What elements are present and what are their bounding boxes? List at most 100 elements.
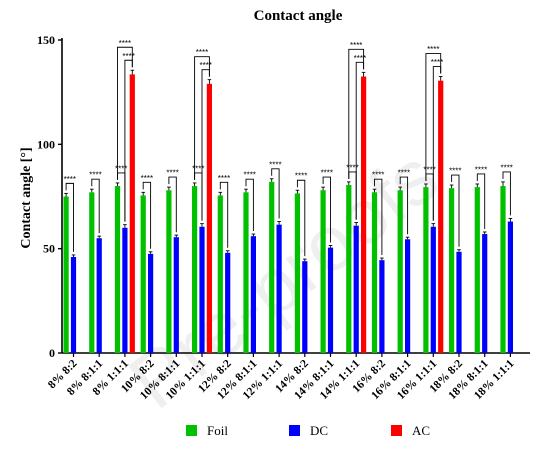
legend-swatch — [391, 425, 402, 436]
bar-dc — [379, 260, 385, 353]
significance-label: **** — [218, 174, 230, 183]
bar-foil — [63, 196, 69, 353]
legend-swatch — [289, 425, 300, 436]
bar-dc — [405, 239, 411, 353]
bar-dc — [225, 252, 231, 353]
significance-bracket — [374, 178, 383, 256]
legend-swatch — [186, 425, 197, 436]
bar-foil — [243, 192, 249, 353]
bar-foil — [500, 186, 506, 353]
chart-title: Contact angle — [254, 8, 343, 24]
bar-dc — [507, 221, 513, 353]
bar-dc — [96, 238, 102, 353]
significance-label: **** — [398, 169, 410, 178]
bar-ac — [129, 74, 135, 354]
bar-foil — [346, 185, 352, 353]
significance-bracket — [399, 176, 409, 235]
bar-foil — [423, 187, 429, 353]
legend-item-dc: DC — [289, 423, 328, 438]
significance-label: **** — [166, 169, 178, 178]
significance-bracket — [425, 53, 442, 181]
bar-foil — [449, 188, 455, 353]
significance-label: **** — [243, 171, 255, 180]
significance-bracket — [348, 48, 365, 179]
y-tick-label: 0 — [49, 346, 55, 360]
significance-label: **** — [475, 165, 487, 174]
significance-label: **** — [431, 58, 443, 67]
bar-dc — [148, 253, 154, 353]
significance-bracket — [194, 56, 210, 180]
significance-bracket — [451, 174, 460, 247]
significance-label: **** — [199, 61, 211, 70]
bar-dc — [70, 257, 77, 353]
bar-foil — [166, 190, 172, 353]
legend-item-ac: AC — [391, 423, 430, 438]
bar-dc — [327, 247, 334, 353]
legend: Foil DC AC — [186, 423, 430, 438]
y-tick-label: 50 — [43, 242, 55, 256]
significance-label: **** — [354, 54, 366, 63]
bar-foil — [192, 186, 198, 353]
y-tick-label: 100 — [37, 137, 55, 151]
bar-dc — [250, 236, 256, 353]
significance-label: **** — [350, 41, 362, 50]
bar-dc — [482, 234, 488, 353]
significance-label: **** — [346, 163, 358, 172]
bar-dc — [173, 237, 179, 353]
significance-label: **** — [449, 167, 461, 176]
significance-bracket — [245, 178, 254, 232]
bar-foil — [474, 187, 480, 353]
legend-label: DC — [310, 423, 328, 438]
legend-label: AC — [412, 423, 430, 438]
significance-label: **** — [192, 164, 204, 173]
y-axis-label: Contact angle [°] — [19, 147, 34, 248]
bar-foil — [371, 192, 378, 353]
bar-dc — [353, 225, 359, 353]
significance-label: **** — [269, 160, 281, 169]
bar-foil — [217, 195, 223, 353]
bar-dc — [430, 226, 436, 353]
bar-foil — [320, 190, 326, 353]
significance-label: **** — [500, 163, 512, 172]
bar-foil — [140, 195, 146, 353]
significance-label: **** — [196, 48, 208, 57]
significance-bracket — [476, 173, 486, 229]
significance-bracket — [219, 181, 229, 248]
bar-dc — [199, 226, 205, 353]
significance-bracket — [117, 46, 133, 180]
y-tick-label: 150 — [37, 33, 55, 47]
bar-dc — [276, 224, 282, 353]
significance-label: **** — [423, 165, 435, 174]
significance-bracket — [296, 179, 306, 257]
significance-label: **** — [141, 174, 153, 183]
significance-bracket — [65, 182, 74, 252]
bar-dc — [456, 251, 462, 353]
significance-label: **** — [372, 171, 384, 180]
significance-label: **** — [89, 171, 101, 180]
bar-foil — [269, 181, 275, 353]
significance-label: **** — [427, 45, 439, 54]
bar-ac — [438, 80, 444, 353]
bar-ac — [206, 83, 212, 353]
bar-foil — [89, 192, 95, 353]
significance-bracket — [502, 171, 511, 216]
legend-label: Foil — [207, 423, 228, 438]
bar-foil — [397, 190, 403, 353]
bar-dc — [122, 227, 128, 353]
significance-label: **** — [122, 52, 134, 61]
bar-ac — [361, 76, 367, 354]
significance-label: **** — [295, 172, 307, 181]
legend-item-foil: Foil — [186, 423, 228, 438]
bar-dc — [302, 261, 308, 353]
significance-bracket — [168, 176, 177, 233]
significance-bracket — [271, 168, 280, 219]
significance-label: **** — [119, 39, 131, 48]
significance-label: **** — [64, 175, 76, 184]
bar-foil — [294, 193, 300, 353]
significance-bracket — [142, 181, 152, 249]
bar-foil — [114, 186, 121, 353]
significance-bracket — [322, 176, 331, 243]
significance-label: **** — [321, 169, 333, 178]
